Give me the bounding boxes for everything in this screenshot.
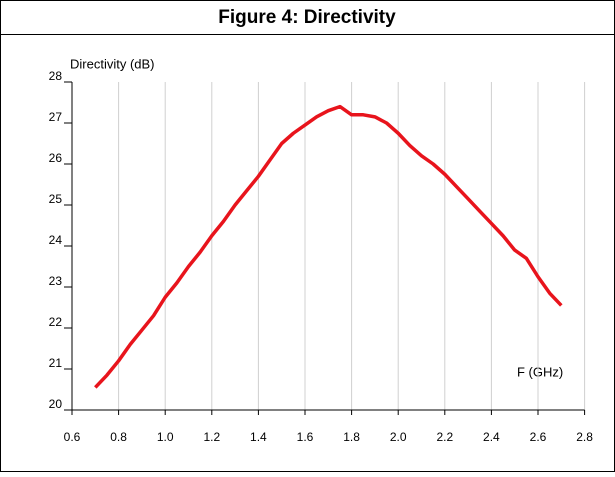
data-line: [94, 104, 563, 389]
y-axis-label: Directivity (dB): [70, 56, 155, 71]
y-tick-label: 22: [49, 315, 63, 329]
y-tick-label: 27: [49, 110, 63, 124]
y-tick-label: 23: [49, 274, 63, 288]
x-axis-label: F (GHz): [517, 364, 563, 379]
x-tick-label: 2.6: [530, 430, 547, 444]
y-tick-label: 28: [49, 69, 63, 83]
x-tick-label: 2.0: [390, 430, 407, 444]
x-tick-label: 2.8: [576, 430, 593, 444]
x-tick-label: 1.8: [343, 430, 360, 444]
y-tick-label: 20: [49, 397, 63, 411]
x-tick-label: 1.4: [250, 430, 267, 444]
x-tick-label: 1.6: [297, 430, 314, 444]
x-tick-label: 2.2: [436, 430, 453, 444]
chart-title: Figure 4: Directivity: [218, 7, 396, 28]
y-tick-label: 25: [49, 192, 63, 206]
x-tick-label: 0.8: [110, 430, 127, 444]
y-tick-label: 26: [49, 151, 63, 165]
x-tick-label: 1.0: [157, 430, 174, 444]
x-tick-label: 2.4: [483, 430, 500, 444]
x-tick-label: 0.6: [64, 430, 81, 444]
y-tick-label: 21: [49, 356, 63, 370]
y-tick-label: 24: [49, 233, 63, 247]
x-tick-label: 1.2: [203, 430, 220, 444]
